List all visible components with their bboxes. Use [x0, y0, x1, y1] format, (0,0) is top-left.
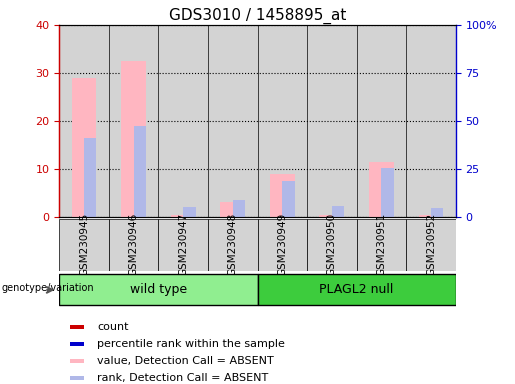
Text: wild type: wild type [130, 283, 187, 296]
Bar [72, 78, 96, 217]
Bar [171, 215, 196, 217]
Bar [59, 274, 258, 306]
Bar [183, 207, 196, 217]
Text: count: count [97, 322, 129, 332]
Bar [319, 215, 344, 217]
Bar [70, 376, 84, 379]
Text: GSM230945: GSM230945 [79, 213, 89, 276]
Bar [369, 162, 394, 217]
Text: percentile rank within the sample: percentile rank within the sample [97, 339, 285, 349]
Bar [307, 25, 356, 217]
Bar [419, 215, 443, 217]
Text: genotype/variation: genotype/variation [1, 283, 94, 293]
Bar [258, 25, 307, 217]
Bar [208, 219, 258, 271]
Bar [282, 181, 295, 217]
Bar [270, 174, 295, 217]
Text: rank, Detection Call = ABSENT: rank, Detection Call = ABSENT [97, 372, 268, 382]
Bar [382, 168, 394, 217]
Text: GSM230949: GSM230949 [277, 213, 287, 276]
Text: GSM230946: GSM230946 [129, 213, 139, 276]
Bar [258, 219, 307, 271]
Bar [406, 219, 456, 271]
Text: GSM230952: GSM230952 [426, 213, 436, 276]
Bar [258, 274, 456, 306]
Bar [133, 126, 146, 217]
Bar [59, 25, 109, 217]
Bar [431, 209, 443, 217]
Text: GSM230951: GSM230951 [376, 213, 386, 276]
Bar [109, 219, 159, 271]
Text: value, Detection Call = ABSENT: value, Detection Call = ABSENT [97, 356, 274, 366]
Bar [84, 138, 96, 217]
Bar [109, 25, 158, 217]
Bar [233, 200, 245, 217]
Bar [70, 325, 84, 329]
Title: GDS3010 / 1458895_at: GDS3010 / 1458895_at [169, 7, 346, 23]
Bar [208, 25, 258, 217]
Bar [332, 207, 344, 217]
Text: GSM230948: GSM230948 [228, 213, 238, 276]
Text: GSM230950: GSM230950 [327, 213, 337, 276]
Bar [307, 219, 356, 271]
Bar [356, 25, 406, 217]
Bar [220, 202, 245, 217]
Bar [70, 359, 84, 362]
Bar [159, 219, 208, 271]
Bar [158, 25, 208, 217]
Bar [356, 219, 406, 271]
Bar [70, 342, 84, 346]
Bar [59, 219, 109, 271]
Text: GSM230947: GSM230947 [178, 213, 188, 276]
Bar [406, 25, 456, 217]
Bar [121, 61, 146, 217]
Text: PLAGL2 null: PLAGL2 null [319, 283, 394, 296]
